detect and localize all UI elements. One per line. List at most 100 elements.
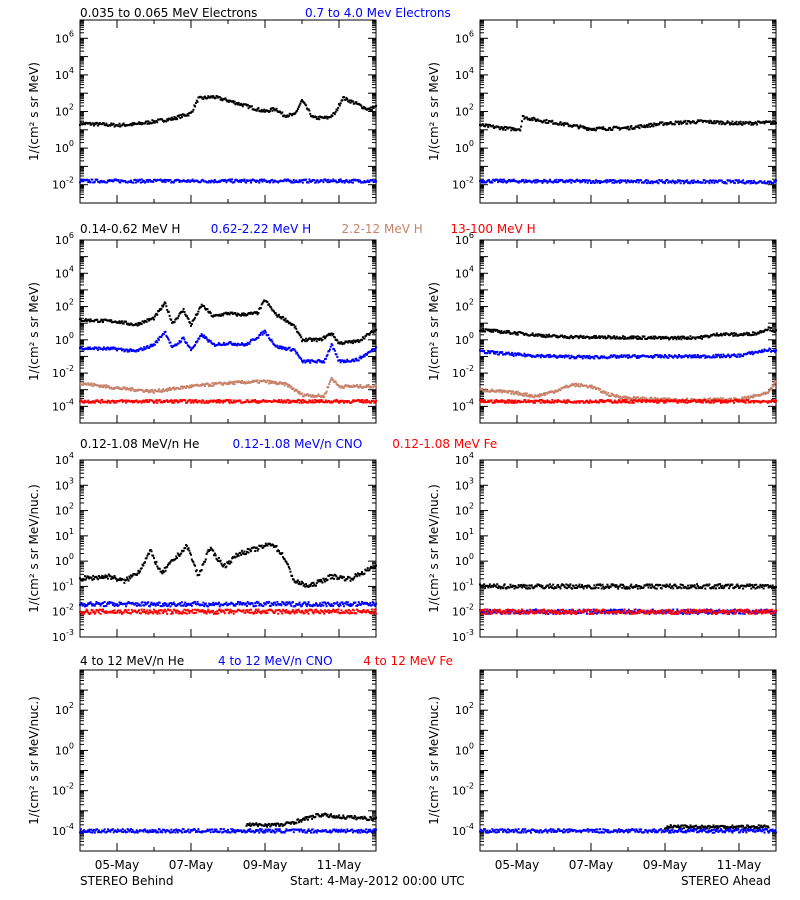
data-point [157, 388, 160, 391]
data-point [581, 400, 584, 403]
data-point [516, 390, 519, 393]
legend-entry: 0.7 to 4.0 Mev Electrons [305, 6, 451, 20]
data-point [714, 179, 717, 182]
data-point [516, 392, 518, 395]
data-point [534, 401, 537, 404]
data-point [314, 398, 317, 401]
data-point [222, 399, 225, 402]
data-point [707, 397, 710, 400]
data-point [331, 180, 334, 183]
data-point [582, 335, 585, 338]
data-point [258, 401, 261, 404]
data-point [673, 123, 676, 126]
data-point [167, 310, 170, 313]
data-point [100, 384, 103, 387]
data-point [523, 352, 526, 355]
data-point [543, 119, 546, 122]
data-point [358, 356, 361, 359]
data-point [734, 354, 737, 357]
data-point [271, 340, 274, 343]
data-point [714, 356, 717, 359]
data-point [224, 400, 227, 403]
data-point [331, 334, 334, 337]
data-point [715, 355, 718, 358]
data-point [556, 401, 559, 404]
data-point [370, 348, 373, 351]
data-point [270, 380, 273, 383]
data-point [480, 181, 483, 184]
data-point [136, 324, 139, 327]
data-point [157, 309, 160, 312]
data-point [628, 128, 631, 131]
data-point [500, 399, 503, 402]
data-point [240, 181, 243, 184]
data-point [93, 180, 96, 183]
data-point [774, 351, 777, 354]
data-point [767, 180, 770, 183]
data-point [585, 399, 588, 402]
data-point [109, 320, 112, 323]
data-point [324, 337, 327, 340]
data-point [153, 343, 156, 346]
data-point [141, 388, 144, 391]
data-point [646, 125, 649, 128]
data-point [271, 381, 274, 384]
data-point [199, 400, 202, 403]
data-point [240, 103, 243, 106]
data-point [351, 385, 354, 388]
data-point [351, 340, 354, 343]
data-point [594, 336, 597, 339]
data-point [359, 399, 362, 402]
data-point [227, 178, 230, 181]
data-point [236, 381, 239, 384]
data-point [175, 116, 178, 119]
data-point [274, 380, 277, 383]
data-point [553, 180, 555, 183]
data-point [296, 401, 299, 404]
data-point [722, 353, 725, 356]
data-point [130, 399, 133, 402]
data-point [482, 399, 485, 402]
data-point [505, 331, 508, 334]
data-point [331, 344, 334, 347]
data-point [329, 401, 332, 404]
data-point [183, 338, 186, 341]
data-point [218, 401, 221, 404]
data-point [661, 335, 664, 338]
data-point [148, 400, 151, 403]
data-point [496, 350, 499, 353]
data-point [735, 333, 738, 336]
data-point [534, 181, 537, 184]
data-point [712, 354, 715, 357]
data-point [566, 385, 569, 388]
data-point [169, 389, 172, 392]
data-point [102, 386, 105, 389]
data-point [273, 108, 276, 111]
data-point [307, 108, 310, 111]
data-point [216, 95, 219, 98]
data-point [503, 330, 506, 333]
data-point [262, 300, 265, 303]
data-point [338, 401, 340, 404]
data-point [733, 123, 736, 126]
data-point [355, 101, 358, 104]
data-point [696, 179, 699, 182]
data-point [535, 333, 538, 336]
data-point [483, 399, 486, 402]
data-point [171, 399, 174, 402]
data-point [209, 312, 212, 315]
data-point [283, 384, 286, 387]
data-point [184, 399, 187, 402]
data-point [180, 116, 183, 119]
data-point [131, 401, 134, 404]
data-point [749, 182, 752, 185]
data-point [268, 110, 271, 113]
data-point [185, 386, 188, 389]
data-point [328, 380, 331, 383]
data-point [185, 341, 188, 344]
data-point [740, 180, 743, 183]
data-point [625, 126, 628, 129]
data-point [236, 179, 239, 182]
data-point [554, 180, 557, 183]
data-point [150, 345, 153, 348]
